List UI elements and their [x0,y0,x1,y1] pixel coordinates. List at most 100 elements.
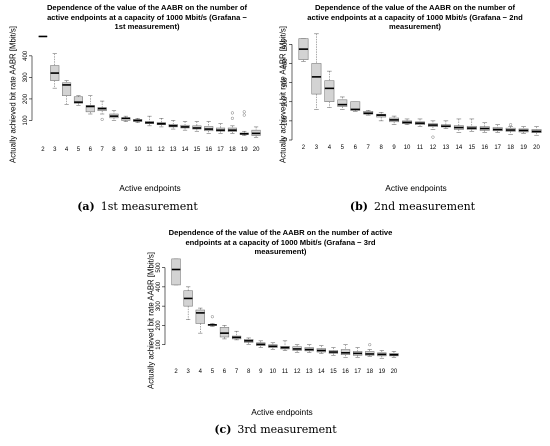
chart-panel-2: Dependence of the value of the AABR on t… [275,0,550,220]
box-3-5 [207,315,217,327]
x-tick-label-1-8: 8 [112,147,116,153]
box-1-7 [97,100,107,121]
box-2-14 [453,118,464,133]
chart-title-1: Dependence of the value of the AABR on t… [46,3,248,31]
y-tick-label-1-2: 300 [23,72,29,83]
x-tick-label-3-19: 19 [378,369,385,375]
chart-panel-3: Dependence of the value of the AABR on t… [138,226,413,446]
box-3-8 [244,337,254,345]
y-axis-label-2: Actually achieved bit rate AABR [Mbit/s] [278,26,288,163]
y-tick-label-1-1: 200 [23,93,29,104]
outlier-1 [230,111,234,115]
box-3-13 [304,344,314,353]
box-2-17 [492,124,503,133]
box-1-17 [216,123,226,134]
y-tick-label-3-0: 100 [156,339,162,350]
y-tick-label-3-2: 300 [156,300,162,311]
box-1-5 [73,95,83,106]
x-tick-label-2-19: 19 [520,145,527,151]
outlier-0 [210,315,214,319]
x-tick-label-1-15: 15 [194,147,201,153]
box-2-2 [298,38,309,62]
box-3-7 [231,330,242,341]
box-iqr [350,101,361,111]
box-2-16 [479,122,490,133]
box-1-6 [85,95,95,115]
x-tick-label-2-5: 5 [341,145,345,151]
x-tick-label-3-3: 3 [186,369,190,375]
outlier-0 [431,135,435,139]
y-tick-label-1-3: 400 [23,50,29,61]
chart-title-3: Dependence of the value of the AABR on t… [168,228,393,256]
box-2-12 [428,120,438,139]
box-2-4 [324,70,335,108]
x-axis-label-3: Active endpoints [251,407,313,417]
box-1-8 [109,110,119,121]
x-tick-label-2-20: 20 [533,145,540,151]
box-iqr [219,327,230,338]
box-1-9 [121,115,131,122]
x-tick-label-1-6: 6 [89,147,93,153]
box-1-12 [156,118,166,128]
x-tick-label-2-3: 3 [315,145,319,151]
x-tick-label-3-7: 7 [235,369,239,375]
y-axis-label-1: Actually achieved bit rate AABR [Mbit/s] [8,26,18,163]
box-2-19 [518,126,529,134]
box-1-16 [204,121,214,134]
box-iqr [337,99,348,107]
box-1-11 [144,115,155,127]
x-tick-label-1-20: 20 [253,147,260,153]
y-axis-1: 100 200 300 400 [23,50,33,125]
box-3-18 [365,343,375,357]
outlier-0 [368,343,372,347]
x-tick-label-2-8: 8 [379,145,383,151]
box-3-15 [328,347,339,356]
outlier-1 [242,110,246,114]
box-1-18 [227,111,237,134]
box-3-14 [316,345,326,354]
box-3-12 [292,344,302,353]
box-2-18 [505,123,516,135]
box-2-15 [466,118,477,132]
y-tick-label-2-2: 200 [283,96,289,107]
x-tick-label-3-20: 20 [391,369,398,375]
y-tick-label-2-0: 0 [283,138,289,142]
y-tick-label-3-4: 500 [156,262,162,273]
x-tick-label-2-9: 9 [392,145,396,151]
x-tick-label-2-18: 18 [507,145,514,151]
box-2-3 [311,33,322,110]
box-iqr [324,80,335,102]
outlier-0 [242,113,246,117]
y-axis-3: 100 200 300 400 500 [156,262,166,350]
box-3-19 [377,350,387,359]
x-tick-label-3-14: 14 [318,369,325,375]
box-iqr [73,96,83,104]
x-tick-label-3-12: 12 [294,369,301,375]
box-1-4 [62,80,72,105]
box-iqr [62,82,72,96]
x-tick-label-3-18: 18 [366,369,373,375]
x-tick-label-3-4: 4 [199,369,203,375]
x-tick-label-3-6: 6 [223,369,227,375]
x-tick-label-1-19: 19 [241,147,248,153]
x-tick-label-1-16: 16 [205,147,212,153]
x-tick-label-2-12: 12 [430,145,437,151]
box-2-7 [363,110,374,116]
chart-title-2: Dependence of the value of the AABR on t… [307,3,523,31]
x-tick-label-3-5: 5 [211,369,215,375]
box-2-10 [402,118,412,125]
x-tick-label-2-7: 7 [367,145,371,151]
boxplot-1: 100 200 300 400 2 3 4 5 6 7 8 9 10 11 12 13 14 15 16 17 18 19… [23,35,261,153]
x-tick-label-3-9: 9 [259,369,263,375]
box-3-17 [353,347,363,358]
x-tick-label-2-10: 10 [404,145,411,151]
box-1-13 [168,120,178,130]
x-tick-label-2-6: 6 [354,145,358,151]
x-tick-label-2-13: 13 [443,145,450,151]
box-3-4 [195,307,205,334]
y-tick-label-2-4: 400 [283,58,289,69]
outlier-0 [509,123,513,127]
x-tick-label-1-14: 14 [182,147,189,153]
x-axis-label-1: Active endpoints [119,183,181,193]
box-3-20 [389,351,399,358]
